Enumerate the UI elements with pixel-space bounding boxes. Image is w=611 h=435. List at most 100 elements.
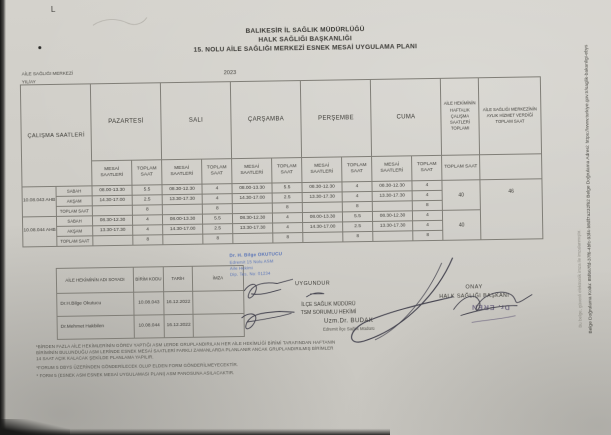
table-row: Dr.H.Bilge Okutucu 10.08.043 16.12.2022 [56,290,244,317]
year-value: 2023 [223,70,237,77]
cell-mesai: 13.30-17.30 [372,190,413,202]
schedule-table: ÇALIŞMA SAATLERİ PAZARTESİ SALI ÇARŞAMBA… [20,76,544,247]
sub-header-mesai: MESAİ SAATLERİ [231,158,272,184]
paraf-mark [306,292,325,298]
cell-mesai: 08.00-13.30 [91,185,133,196]
row-label-toplam: TOPLAM SAAT [56,235,93,247]
signature-table: AİLE HEKİMİNİN ADI SOYADI BİRİM KODU TAR… [56,265,245,340]
sub-header-weekly-toplam: TOPLAM SAAT [441,154,480,181]
edge-esignature-note: Bu belge, güvenli elektronik imza ile im… [576,229,583,328]
sub-header-toplam: TOPLAM SAAT [341,156,372,182]
cell-toplam: 4 [341,181,373,192]
sub-header-mesai: MESAİ SAATLERİ [91,160,132,186]
cell-toplam: 4 [411,180,443,191]
cell-empty [92,235,133,246]
cell-mesai: 08.00-13.30 [231,183,273,194]
stamp-scribble [471,315,516,323]
doctor-name: Dr.Mehmet Hakbilen [57,315,135,340]
monthly-total-value: 46 [479,178,543,240]
cell-toplam: 2.5 [202,223,233,235]
doctor-name: Dr.H.Bilge Okutucu [56,292,135,317]
sub-header-mesai: MESAİ SAATLERİ [161,159,202,185]
day-header-cuma: CUMA [370,78,442,157]
cell-daily-total: 8 [202,203,233,215]
rotated-approval-stamp: Dr. EREN [471,303,510,311]
cell-toplam: 5.5 [271,182,303,194]
cell-empty [302,201,343,213]
cell-daily-total: 8 [342,231,373,242]
monthly-subcell-empty [479,153,542,180]
cell-daily-total: 8 [412,230,443,241]
cell-toplam: 4 [272,212,303,224]
unit-code: 10.08.044 AHB [22,216,57,247]
cell-daily-total: 8 [272,232,303,244]
cell-toplam: 4 [132,214,163,226]
row-label-sabah: SABAH [56,215,93,227]
corner-header: ÇALIŞMA SAATLERİ [20,83,92,187]
onay-label: ONAY [465,284,483,291]
tsm-sorumlu-hekimi-title: TSM SORUMLU HEKİMİ [300,308,357,316]
row-label-toplam: TOPLAM SAAT [56,205,93,217]
sign-date: 16.12.2022 [164,314,194,338]
cell-mesai: 08.00-13.30 [162,214,203,225]
cell-toplam: 5.5 [131,184,163,196]
signature-cell [192,290,244,315]
cell-toplam: 4 [342,191,373,202]
approver-subtitle: Edremit İlçe Sağlık Müdürü [322,325,375,332]
asm-label: AİLE SAĞLIĞI MERKEZİ [21,70,74,77]
sig-header-code: BİRİM KODU [133,266,164,293]
sig-header-date: TARİH [163,266,193,292]
cell-empty [162,204,203,215]
day-header-carsamba: ÇARŞAMBA [230,80,302,159]
cell-empty [372,230,413,242]
cell-toplam: 2.5 [342,221,373,232]
cell-mesai: 14.30-17.00 [232,193,273,204]
cell-toplam: 4 [202,193,233,205]
uygundur-label: UYGUNDUR [294,280,331,288]
signature-cell [193,313,245,338]
weekly-total-value: 40 [442,209,481,241]
day-header-persembe: PERŞEMBE [300,79,372,158]
ink-speck [38,46,42,50]
cell-mesai: 13.30-17.30 [232,223,273,234]
cell-mesai: 14.30-17.00 [92,195,133,206]
cell-mesai: 13.30-17.30 [162,194,203,205]
day-header-sali: SALI [160,81,232,160]
table-row: Dr.Mehmet Hakbilen 10.08.044 16.12.2022 [57,313,245,340]
unit-code: 10.08.044 [134,314,165,339]
sub-header-toplam: TOPLAM SAAT [271,157,302,184]
sub-header-toplam: TOPLAM SAAT [201,158,232,185]
cell-daily-total: 8 [202,233,233,245]
pencil-scribble [92,17,148,26]
row-label-aksam: AKŞAM [56,195,93,207]
sub-header-toplam: TOPLAM SAAT [411,155,442,181]
cell-mesai: 13.30-17.30 [92,225,133,236]
cell-toplam: 4 [412,210,443,221]
cell-toplam: 4 [412,220,443,231]
cell-mesai: 08.30-12.30 [301,181,343,193]
cell-toplam: 5.5 [202,213,233,225]
cell-mesai: 13.30-17.30 [372,220,413,232]
sub-header-mesai: MESAİ SAATLERİ [371,155,412,182]
cell-empty [372,200,413,212]
cell-toplam: 5.5 [342,211,373,222]
cell-empty [162,234,203,245]
approver-titles: İLÇE SAĞLIK MÜDÜRÜ TSM SORUMLU HEKİMİ [278,301,378,318]
cell-toplam: 2.5 [132,194,163,206]
cell-empty [232,233,273,244]
cell-daily-total: 8 [342,201,373,212]
signature-row1 [243,278,294,299]
day-header-pazartesi: PAZARTESİ [90,82,162,161]
monthly-total-header: AİLE SAĞLIĞI MERKEZİNİN AYLIK HİZMET VER… [478,76,542,155]
cell-toplam: 4 [201,183,233,195]
edge-verification-text: Belge Doğrulama Kodu: 85f667fd-37f6-4bfc… [584,44,594,334]
weekly-total-value: 40 [441,179,481,211]
weekly-total-header: AİLE HEKİMİNİN HAFTALIK ÇALIŞMA SAATLERİ… [440,77,480,156]
cell-toplam: 2.5 [272,192,303,204]
cell-mesai: 08.00-13.30 [302,211,343,223]
sub-header-toplam: TOPLAM SAAT [131,159,162,186]
pencil-corner-mark: L [50,4,56,14]
cell-daily-total: 8 [412,200,443,211]
cell-empty [232,203,273,214]
